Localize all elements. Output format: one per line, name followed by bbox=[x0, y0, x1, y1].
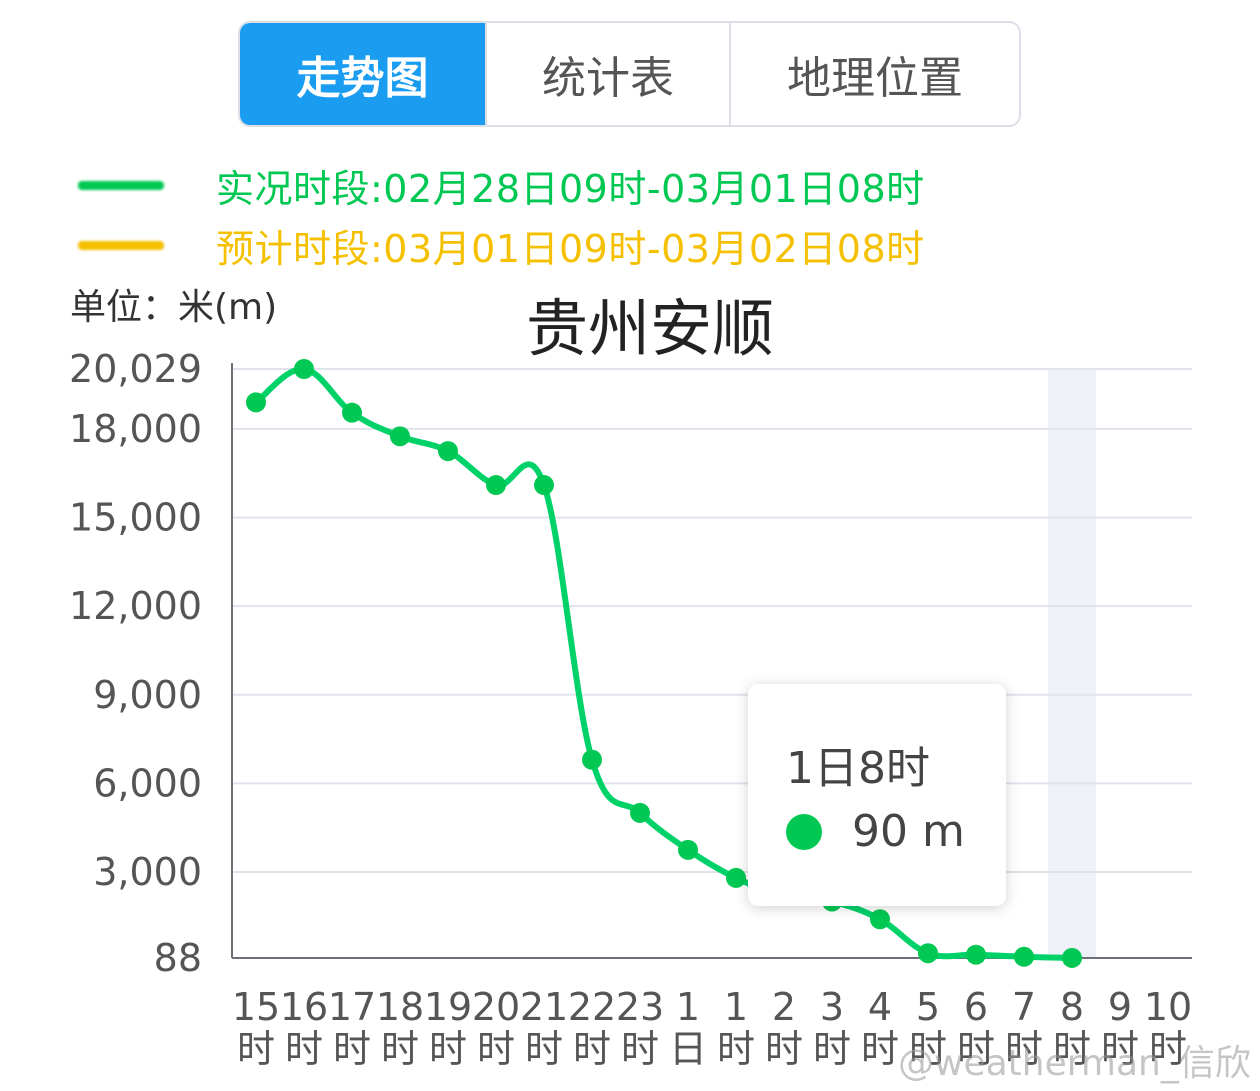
x-tick-label-unit: 时 bbox=[1101, 1027, 1139, 1071]
watermark: @weatherman_信欣 bbox=[898, 1043, 1251, 1084]
x-tick-label-unit: 时 bbox=[765, 1027, 803, 1071]
x-tick-label-unit: 时 bbox=[1149, 1027, 1187, 1071]
x-tick-label-unit: 时 bbox=[861, 1027, 899, 1071]
x-tick-label-unit: 时 bbox=[573, 1027, 611, 1071]
legend-observed-label: 实况时段:02月28日09时-03月01日08时 bbox=[216, 167, 925, 211]
data-point bbox=[294, 359, 314, 379]
y-tick-label: 9,000 bbox=[93, 673, 202, 717]
data-point bbox=[342, 402, 362, 423]
y-tick-label: 12,000 bbox=[69, 584, 202, 628]
data-point bbox=[630, 802, 650, 823]
data-point bbox=[486, 475, 506, 496]
x-tick-label: 18 bbox=[376, 985, 424, 1029]
x-tick-label: 1 bbox=[724, 985, 748, 1029]
tooltip-series-dot bbox=[786, 814, 822, 850]
x-tick-label: 3 bbox=[820, 985, 844, 1029]
data-point bbox=[966, 944, 986, 965]
data-point bbox=[534, 475, 554, 496]
data-point bbox=[246, 392, 266, 413]
y-tick-label: 18,000 bbox=[69, 407, 202, 451]
highlight-band bbox=[1048, 369, 1096, 958]
x-tick-label: 10 bbox=[1144, 985, 1192, 1029]
x-tick-label-unit: 时 bbox=[477, 1027, 515, 1071]
legend-observed: 实况时段:02月28日09时-03月01日08时 bbox=[78, 158, 925, 213]
x-tick-label: 16 bbox=[280, 985, 328, 1029]
x-tick-label-unit: 时 bbox=[1053, 1027, 1091, 1071]
x-tick-label: 19 bbox=[424, 985, 472, 1029]
y-tick-label: 15,000 bbox=[69, 496, 202, 540]
tab-location[interactable]: 地理位置 bbox=[787, 53, 963, 104]
x-tick-label-unit: 时 bbox=[717, 1027, 755, 1071]
x-tick-label: 2 bbox=[772, 985, 796, 1029]
x-tick-label: 4 bbox=[868, 985, 892, 1029]
data-point bbox=[870, 909, 890, 930]
x-tick-label-unit: 时 bbox=[381, 1027, 419, 1071]
y-tick-label: 3,000 bbox=[93, 850, 202, 894]
data-point bbox=[582, 749, 602, 770]
x-tick-label-unit: 时 bbox=[621, 1027, 659, 1071]
x-tick-label-unit: 时 bbox=[429, 1027, 467, 1071]
x-tick-label: 17 bbox=[328, 985, 376, 1029]
unit-label: 单位：米(m) bbox=[70, 287, 278, 328]
x-tick-label: 7 bbox=[1012, 985, 1036, 1029]
tooltip-title: 1日8时 bbox=[786, 743, 930, 794]
tab-trend[interactable]: 走势图 bbox=[240, 23, 487, 125]
data-point bbox=[390, 426, 410, 447]
data-point bbox=[1062, 947, 1082, 968]
legend-forecast-swatch bbox=[78, 241, 164, 250]
y-tick-label: 6,000 bbox=[93, 761, 202, 805]
x-tick-label: 15 bbox=[232, 985, 280, 1029]
tooltip: 1日8时 90 m bbox=[748, 684, 1006, 906]
x-tick-label: 23 bbox=[616, 985, 664, 1029]
y-tick-label: 20,029 bbox=[69, 347, 202, 391]
legend-forecast-label: 预计时段:03月01日09时-03月02日08时 bbox=[216, 227, 925, 271]
x-tick-label-unit: 时 bbox=[813, 1027, 851, 1071]
chart-title: 贵州安顺 bbox=[526, 292, 775, 365]
data-point bbox=[678, 839, 698, 860]
x-tick-label-unit: 时 bbox=[957, 1027, 995, 1071]
data-point bbox=[1014, 946, 1034, 967]
x-tick-label: 21 bbox=[520, 985, 568, 1029]
y-tick-label: 88 bbox=[154, 936, 202, 980]
x-tick-label: 1 bbox=[676, 985, 700, 1029]
x-tick-label: 9 bbox=[1108, 985, 1132, 1029]
tooltip-value: 90 m bbox=[852, 806, 965, 857]
data-point bbox=[918, 943, 938, 964]
x-tick-label: 20 bbox=[472, 985, 520, 1029]
data-point bbox=[438, 441, 458, 462]
x-tick-label-unit: 时 bbox=[237, 1027, 275, 1071]
data-point bbox=[726, 867, 746, 888]
legend-forecast: 预计时段:03月01日09时-03月02日08时 bbox=[78, 218, 925, 273]
x-tick-label-unit: 日 bbox=[669, 1027, 707, 1071]
x-tick-label-unit: 时 bbox=[285, 1027, 323, 1071]
x-tick-label: 22 bbox=[568, 985, 616, 1029]
x-tick-label: 6 bbox=[964, 985, 988, 1029]
x-tick-label-unit: 时 bbox=[909, 1027, 947, 1071]
view-tabs: 走势图 统计表 地理位置 bbox=[238, 21, 1021, 127]
x-tick-label-unit: 时 bbox=[525, 1027, 563, 1071]
legend-observed-swatch bbox=[78, 181, 164, 190]
x-tick-label-unit: 时 bbox=[1005, 1027, 1043, 1071]
tab-table[interactable]: 统计表 bbox=[487, 23, 731, 125]
x-tick-label: 8 bbox=[1060, 985, 1084, 1029]
x-tick-label-unit: 时 bbox=[333, 1027, 371, 1071]
x-tick-label: 5 bbox=[916, 985, 940, 1029]
